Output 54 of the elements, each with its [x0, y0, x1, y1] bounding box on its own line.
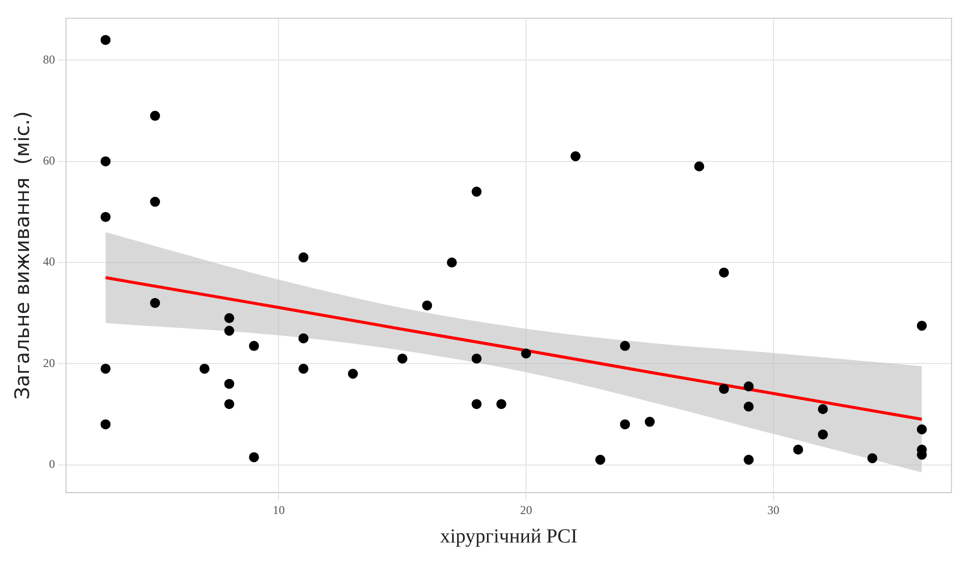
point: [793, 444, 804, 455]
point: [150, 196, 160, 207]
point: [744, 402, 754, 412]
point: [472, 399, 482, 410]
point: [100, 34, 111, 45]
point: [718, 268, 729, 278]
point: [397, 354, 408, 364]
point: [224, 378, 234, 389]
x-axis-title: хірургічний PCI: [440, 525, 578, 548]
point: [224, 313, 234, 324]
point: [595, 454, 606, 465]
point: [744, 454, 754, 465]
point: [248, 340, 259, 351]
point: [818, 404, 828, 414]
point: [298, 333, 308, 344]
point: [348, 368, 358, 379]
x-tick-label: 20: [520, 502, 532, 517]
point: [100, 212, 111, 222]
point: [298, 364, 308, 374]
point: [916, 320, 927, 331]
point: [570, 151, 581, 162]
point: [694, 161, 704, 172]
point: [150, 110, 160, 121]
point: [496, 399, 506, 410]
point: [744, 381, 754, 392]
y-tick-label: 80: [43, 52, 55, 66]
point: [248, 452, 259, 462]
point: [644, 416, 655, 427]
point: [620, 340, 630, 351]
point: [718, 384, 729, 394]
y-tick-label: 20: [43, 356, 55, 370]
y-tick-label: 40: [43, 254, 55, 269]
point: [422, 300, 432, 310]
point: [224, 326, 234, 336]
point: [100, 364, 111, 374]
point: [150, 298, 160, 308]
y-tick-label: 0: [49, 456, 55, 471]
point: [446, 257, 457, 268]
point: [867, 453, 878, 464]
point: [224, 399, 234, 410]
y-tick-label: 60: [43, 153, 55, 168]
y-axis-title: Загальне виживання (міс.): [10, 111, 34, 400]
point: [200, 364, 210, 374]
point: [298, 252, 308, 262]
point: [620, 419, 630, 430]
point: [472, 354, 482, 364]
point: [818, 429, 828, 440]
x-tick-label: 30: [767, 502, 780, 517]
point: [521, 348, 532, 359]
point: [472, 186, 482, 197]
point: [100, 156, 111, 166]
x-tick-label: 10: [272, 502, 285, 517]
point: [100, 419, 111, 430]
point: [916, 424, 927, 434]
